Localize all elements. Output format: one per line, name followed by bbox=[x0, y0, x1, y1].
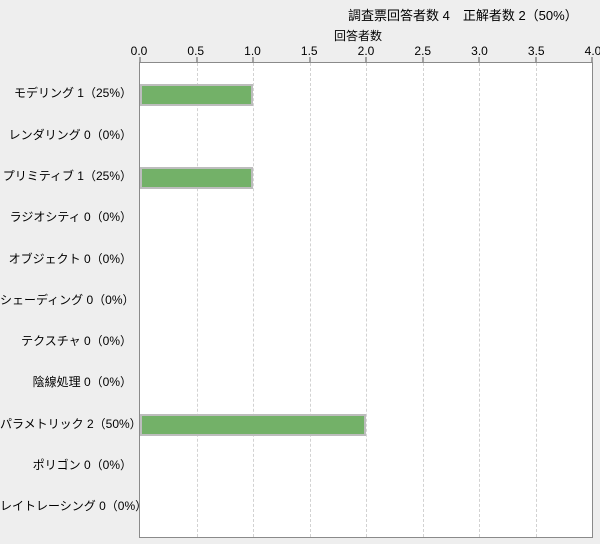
x-axis-tick-label: 4.0 bbox=[584, 44, 600, 58]
category-label: シェーディング 0（0%） bbox=[0, 292, 135, 307]
x-axis-tick-label: 3.0 bbox=[471, 44, 488, 58]
x-axis-tick-mark bbox=[196, 57, 197, 62]
x-axis-tick-mark bbox=[591, 57, 593, 62]
category-axis-labels: モデリング 1（25%） レンダリング 0（0%） プリミティブ 1（25%） ラジオ… bbox=[0, 62, 148, 538]
category-label: モデリング 1（25%） bbox=[13, 86, 132, 101]
x-axis-tick-mark bbox=[252, 57, 254, 62]
gridline bbox=[479, 63, 480, 537]
gridline bbox=[309, 63, 311, 537]
x-axis-tick-mark bbox=[535, 57, 536, 62]
category-label: ポリゴン 0（0%） bbox=[32, 458, 132, 472]
x-axis-tick-label: 0.0 bbox=[130, 44, 148, 58]
category-label: オブジェクト 0（0%） bbox=[8, 251, 132, 266]
category-label: 陰線処理 0（0%） bbox=[32, 375, 132, 390]
x-axis-tick-label: 1.5 bbox=[300, 44, 318, 58]
gridline bbox=[422, 63, 424, 537]
chart-title: 調査票回答者数 4 正解者数 2（50%） bbox=[348, 8, 578, 23]
category-label: レンダリング 0（0%） bbox=[8, 127, 132, 142]
bar bbox=[140, 166, 253, 189]
gridline bbox=[253, 63, 254, 537]
category-label: ラジオシティ 0（0%） bbox=[9, 210, 132, 225]
bar bbox=[140, 83, 253, 106]
x-axis-tick-mark bbox=[422, 57, 423, 62]
x-axis-tick-mark bbox=[139, 57, 141, 62]
x-axis-tick-mark bbox=[365, 57, 367, 62]
gridline bbox=[196, 63, 198, 537]
x-axis-tick-label: 1.0 bbox=[244, 44, 261, 58]
x-axis-tick-label: 2.5 bbox=[414, 44, 432, 58]
category-label: レイトレーシング 0（0%） bbox=[0, 499, 148, 514]
x-axis-title: 回答者数 bbox=[333, 29, 383, 43]
bar bbox=[140, 414, 366, 437]
x-axis-tick-label: 3.5 bbox=[527, 44, 545, 58]
category-label: プリミティブ 1（25%） bbox=[2, 168, 132, 183]
x-axis-tick-labels: 0.0 0.5 1.0 1.5 2.0 2.5 3.0 3.5 4.0 bbox=[131, 44, 600, 58]
x-axis-tick-mark bbox=[478, 57, 480, 62]
gridline bbox=[535, 63, 537, 537]
category-label: テクスチャ 0（0%） bbox=[21, 334, 132, 349]
gridline bbox=[366, 63, 367, 537]
x-axis-tick-label: 2.0 bbox=[357, 44, 375, 58]
x-axis-tick-mark bbox=[309, 57, 310, 62]
category-label: パラメトリック 2（50%） bbox=[0, 416, 142, 431]
x-axis-tick-label: 0.5 bbox=[187, 44, 205, 58]
plot-area bbox=[139, 57, 593, 538]
